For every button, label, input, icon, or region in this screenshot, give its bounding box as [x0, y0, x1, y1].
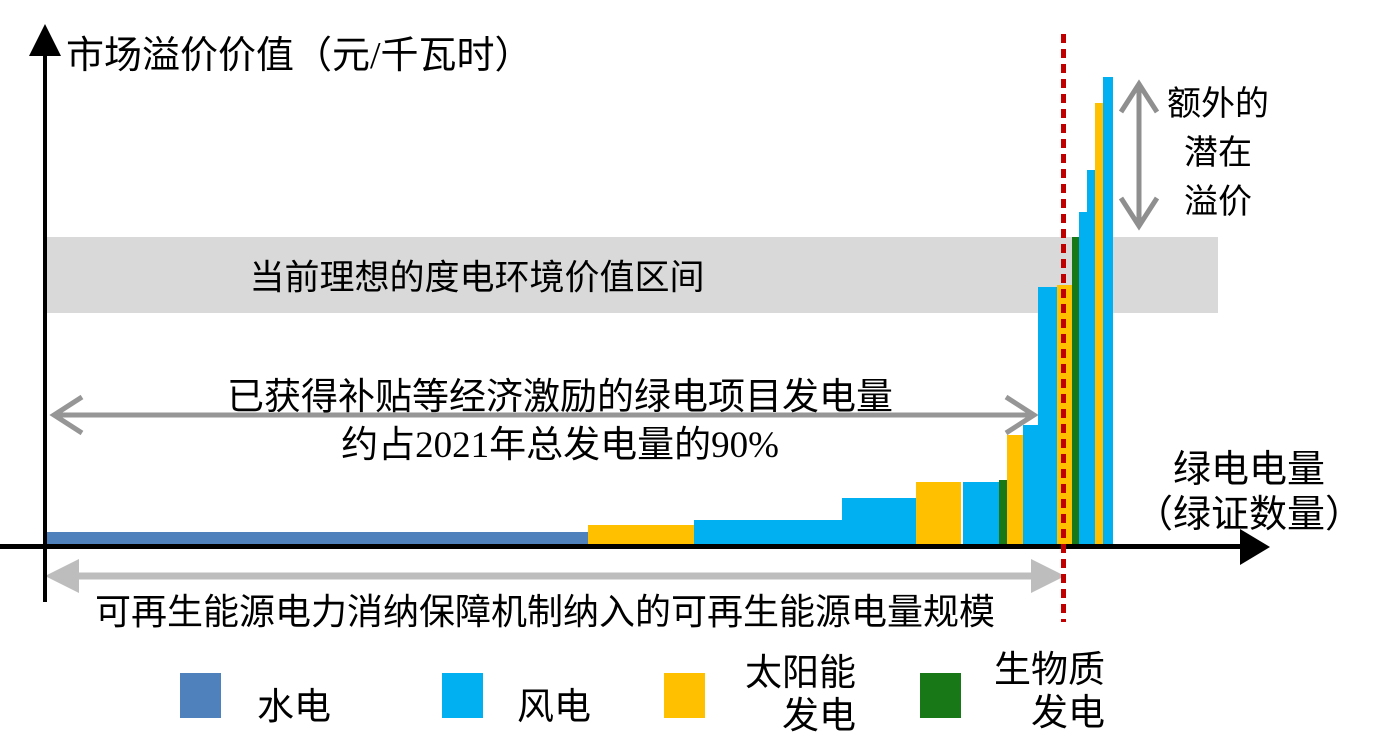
consumption-mechanism-caption: 可再生能源电力消纳保障机制纳入的可再生能源电量规模 [94, 592, 995, 632]
legend-label-solar-line1: 太阳能 [745, 653, 856, 694]
red-dotted-divider [1061, 34, 1066, 622]
bar-hydro [47, 532, 588, 546]
legend-swatch-wind [442, 673, 483, 718]
bar-wind [1023, 425, 1038, 546]
x-axis [0, 544, 1242, 549]
bar-solar [1007, 435, 1023, 546]
legend-swatch-hydro [180, 673, 221, 718]
extra-premium-caption-line3: 溢价 [1184, 184, 1252, 221]
ideal-value-band: 当前理想的度电环境价值区间 [47, 237, 1218, 313]
ideal-value-band-label: 当前理想的度电环境价值区间 [249, 258, 705, 298]
bar-wind [1038, 287, 1057, 546]
x-axis-label: 绿电电量 （绿证数量） [1118, 448, 1380, 538]
legend-label-wind: 风电 [517, 687, 591, 728]
bar-wind [1103, 77, 1113, 546]
bar-solar [916, 482, 961, 546]
bar-wind [963, 482, 999, 546]
x-axis-label-line1: 绿电电量 [1172, 449, 1325, 491]
bar-solar [588, 525, 694, 546]
consumption-mechanism-arrow [45, 559, 1065, 593]
subsidy-range-arrow [49, 394, 1039, 436]
extra-premium-caption: 额外的 潜在 溢价 [1152, 80, 1284, 227]
y-axis-title: 市场溢价价值（元/千瓦时） [66, 35, 533, 77]
subsidized-generation-caption-line2: 约占2021年总发电量的90% [341, 425, 779, 466]
legend-label-biomass-line1: 生物质 [994, 650, 1105, 691]
bar-wind [1087, 170, 1095, 546]
bar-biomass [999, 480, 1007, 546]
bar-solar [1095, 103, 1103, 546]
x-axis-arrowhead-icon [1240, 529, 1270, 565]
legend-label-solar-line2: 发电 [782, 696, 856, 737]
legend-label-hydro: 水电 [257, 687, 331, 728]
legend-swatch-biomass [920, 673, 961, 718]
y-axis-arrowhead-icon [29, 24, 61, 56]
legend-swatch-solar [664, 673, 705, 718]
bar-biomass [1072, 237, 1079, 546]
legend-label-biomass: 生物质 发电 [973, 649, 1105, 735]
x-axis-label-line2: （绿证数量） [1134, 494, 1363, 536]
bar-wind [842, 498, 916, 546]
y-axis [43, 48, 47, 602]
subsidized-generation-caption-line1: 已获得补贴等经济激励的绿电项目发电量 [227, 377, 893, 418]
extra-premium-caption-line1: 额外的 [1167, 86, 1269, 123]
bar-wind [1079, 212, 1087, 546]
legend-label-solar: 太阳能 发电 [726, 652, 856, 738]
extra-premium-caption-line2: 潜在 [1184, 135, 1252, 172]
bar-wind [694, 520, 842, 546]
extra-premium-arrow [1118, 79, 1160, 231]
legend-label-biomass-line2: 发电 [1031, 693, 1105, 734]
